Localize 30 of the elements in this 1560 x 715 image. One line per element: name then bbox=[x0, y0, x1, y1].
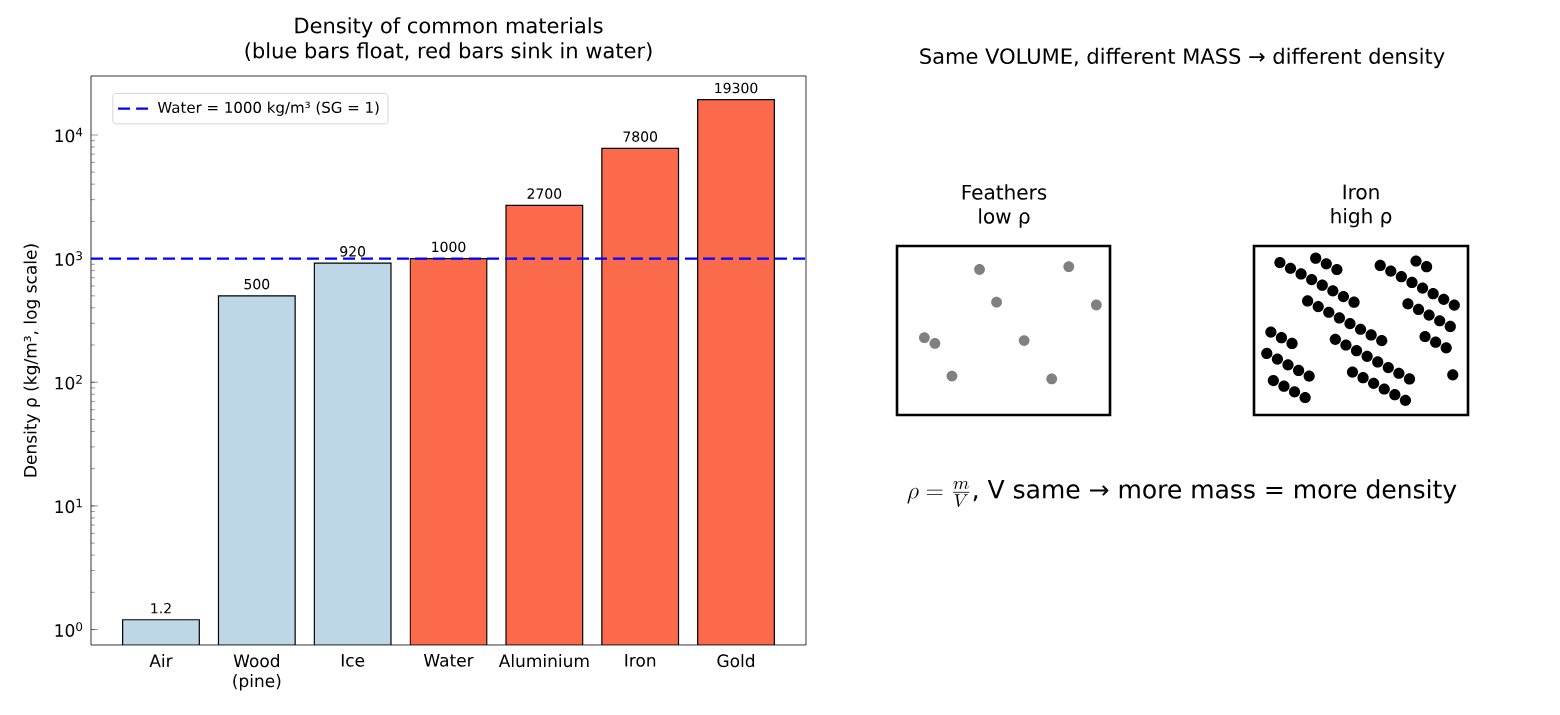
data-label: 920 bbox=[340, 246, 366, 257]
x-tick-label: Gold bbox=[717, 654, 755, 668]
text: , V same → more mass = more density bbox=[973, 479, 1457, 504]
x-tick-label: Air bbox=[149, 654, 173, 667]
data-label: 1000 bbox=[432, 241, 466, 253]
y-tick-label: 10$^{4}$ bbox=[55, 127, 83, 143]
text: low ρ bbox=[979, 208, 1030, 228]
x-tick-label: Iron bbox=[625, 654, 656, 667]
legend-label: Water = 1000 kg/m³ (SG = 1) bbox=[157, 101, 379, 116]
data-label: 2700 bbox=[527, 188, 562, 199]
data-label: 19300 bbox=[715, 82, 758, 94]
y-axis-title: Density ρ (kg/m³, log scale) bbox=[23, 244, 41, 477]
x-tick-label: Ice bbox=[341, 654, 365, 667]
x-tick-label: Wood (pine) bbox=[233, 654, 281, 691]
text: Same VOLUME, different MASS → different density bbox=[920, 47, 1445, 69]
y-tick-label: 10$^{0}$ bbox=[55, 622, 83, 637]
y-tick-label: 10$^{3}$ bbox=[55, 251, 82, 266]
data-label: 7800 bbox=[623, 131, 658, 142]
chart-title: Density of common materials bbox=[295, 17, 603, 38]
text: high ρ bbox=[1331, 207, 1392, 228]
text: Iron bbox=[1343, 184, 1379, 200]
text: $\rho = \frac{m}{V}$ bbox=[907, 480, 970, 508]
y-tick-label: 10$^{1}$ bbox=[55, 498, 82, 514]
x-tick-label: Water bbox=[423, 654, 474, 667]
chart-subtitle: (blue bars float, red bars sink in water) bbox=[245, 42, 652, 61]
y-tick-label: 10$^{2}$ bbox=[55, 374, 82, 390]
data-label: 1.2 bbox=[151, 602, 171, 614]
data-label: 500 bbox=[244, 278, 270, 290]
text: Feathers bbox=[962, 184, 1047, 200]
x-tick-label: Aluminium bbox=[498, 654, 589, 668]
